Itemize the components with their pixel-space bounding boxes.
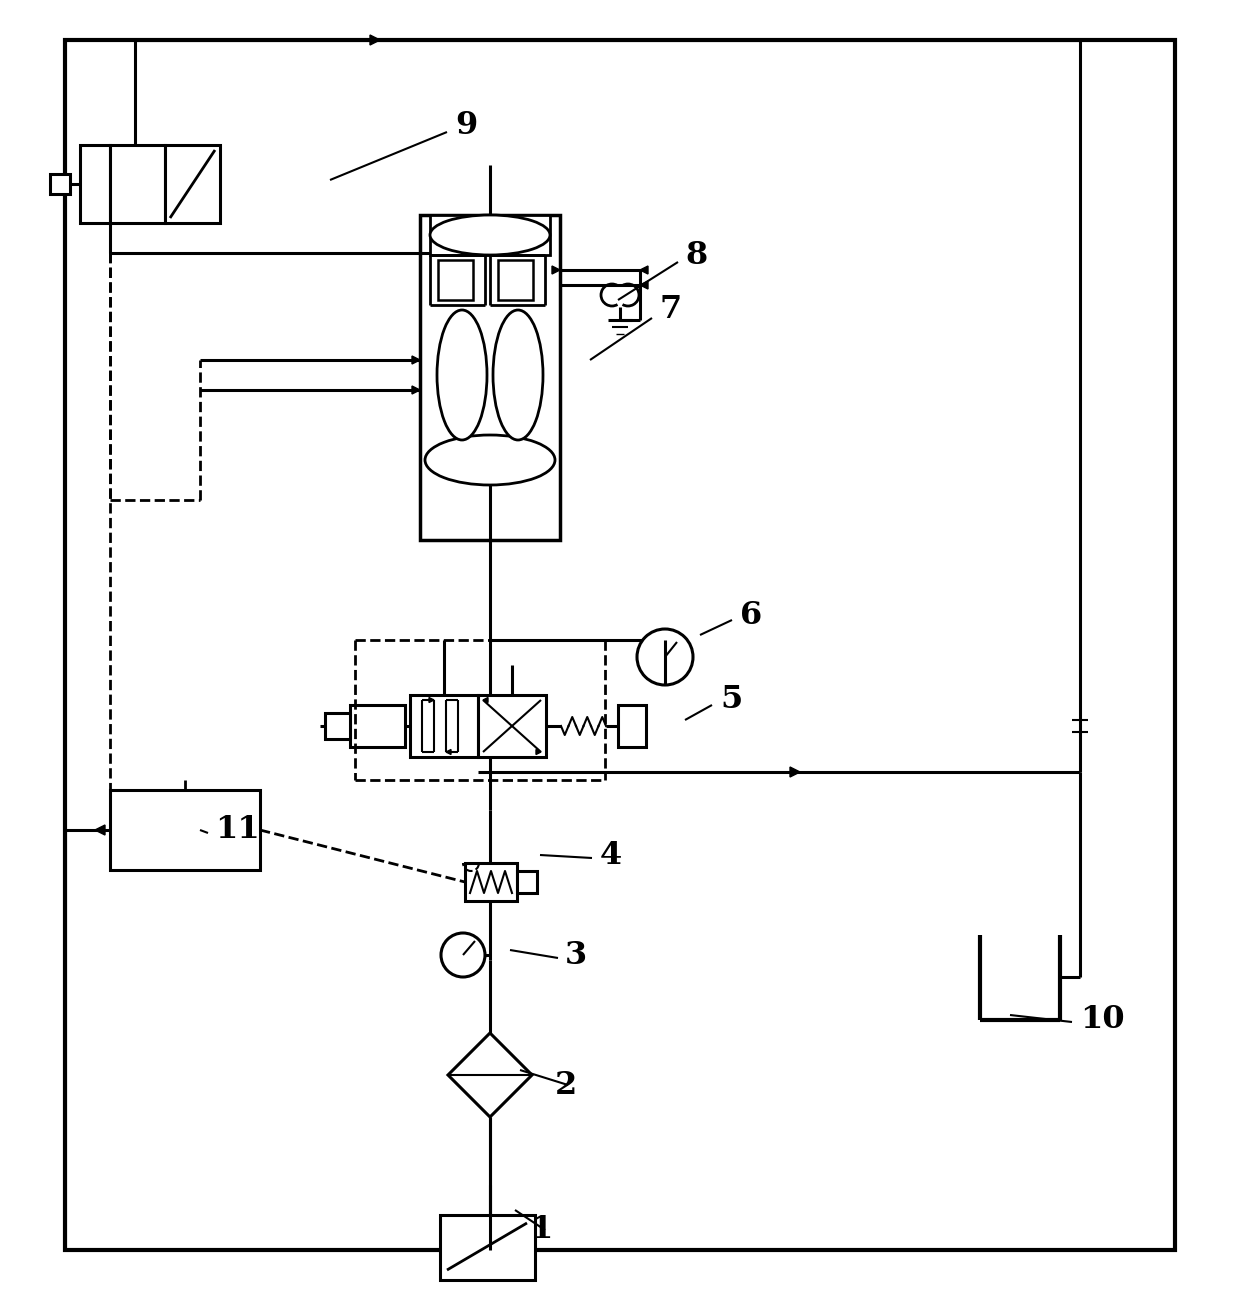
Bar — [420, 215, 560, 540]
Bar — [440, 1215, 534, 1280]
Bar — [325, 713, 350, 740]
Text: 1: 1 — [529, 1215, 552, 1245]
Ellipse shape — [425, 436, 556, 486]
Polygon shape — [95, 825, 105, 834]
Ellipse shape — [430, 215, 551, 255]
Polygon shape — [446, 750, 451, 754]
Bar — [430, 215, 551, 255]
Polygon shape — [370, 36, 379, 45]
Bar — [110, 145, 165, 222]
Text: 8: 8 — [684, 240, 707, 271]
Bar — [410, 695, 477, 757]
Bar — [165, 145, 219, 222]
Ellipse shape — [436, 311, 487, 440]
Polygon shape — [448, 1033, 532, 1117]
Polygon shape — [536, 750, 541, 754]
Bar — [350, 705, 405, 747]
Text: 11: 11 — [215, 815, 259, 845]
Text: 2: 2 — [556, 1070, 578, 1100]
Bar — [465, 863, 517, 901]
Bar — [110, 790, 260, 870]
Text: 5: 5 — [720, 684, 743, 716]
Text: 10: 10 — [1080, 1004, 1125, 1036]
Polygon shape — [640, 266, 649, 274]
Bar — [517, 871, 537, 894]
Bar — [498, 261, 533, 300]
Bar — [64, 39, 1176, 1250]
Circle shape — [637, 629, 693, 686]
Polygon shape — [790, 767, 800, 776]
Bar — [81, 145, 110, 222]
Text: 4: 4 — [600, 840, 622, 870]
Text: 9: 9 — [455, 109, 477, 141]
Bar — [50, 174, 69, 193]
Circle shape — [441, 933, 485, 976]
Polygon shape — [412, 386, 420, 393]
Bar — [618, 705, 646, 747]
Text: 3: 3 — [565, 940, 587, 970]
Polygon shape — [552, 266, 560, 274]
Text: 7: 7 — [660, 295, 682, 325]
Ellipse shape — [494, 311, 543, 440]
Polygon shape — [640, 282, 649, 290]
Polygon shape — [484, 697, 489, 703]
Bar — [477, 695, 546, 757]
Polygon shape — [429, 697, 434, 703]
Bar — [438, 261, 472, 300]
Text: 6: 6 — [740, 600, 763, 630]
Polygon shape — [412, 357, 420, 365]
